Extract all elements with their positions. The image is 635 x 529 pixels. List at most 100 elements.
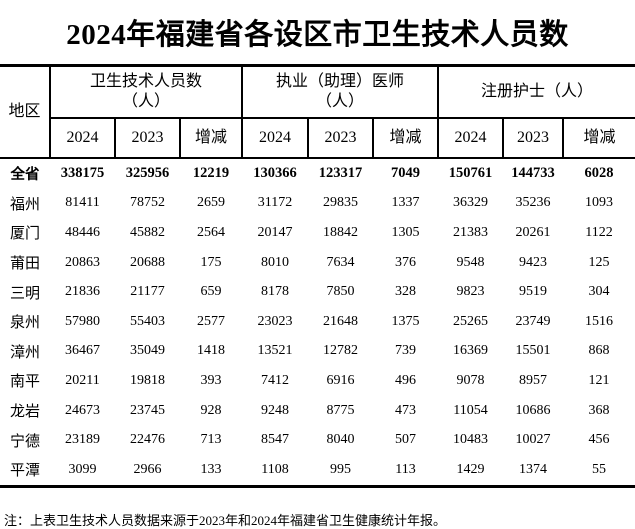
- data-cell: 393: [200, 372, 222, 388]
- data-cell: 9248: [261, 402, 290, 418]
- data-cell: 23749: [515, 313, 551, 329]
- data-cell: 21836: [65, 284, 100, 300]
- data-cell: 15501: [515, 343, 551, 359]
- data-cell: 9519: [519, 284, 548, 300]
- data-cell: 113: [395, 461, 416, 477]
- data-cell: 35236: [515, 195, 551, 211]
- data-cell: 12782: [323, 343, 359, 359]
- col-header-2023: 2023: [502, 117, 565, 159]
- data-cell: 9078: [456, 372, 485, 388]
- data-cell: 507: [395, 432, 417, 448]
- data-cell: 36467: [65, 343, 100, 359]
- data-cell: 376: [395, 254, 417, 270]
- data-cell: 11054: [453, 402, 488, 418]
- data-cell: 10686: [515, 402, 551, 418]
- table-row-longyan: 龙岩 24673 23745 928 9248 8775 473 11054 1…: [0, 396, 635, 426]
- data-cell: 20211: [65, 372, 100, 388]
- data-cell: 325956: [125, 165, 170, 182]
- data-cell: 1305: [391, 224, 420, 240]
- data-cell: 8775: [326, 402, 355, 418]
- data-cell: 133: [200, 461, 222, 477]
- data-cell: 20863: [65, 254, 100, 270]
- data-cell: 35049: [130, 343, 165, 359]
- region-cell: 福州: [9, 196, 40, 213]
- data-cell: 10027: [515, 432, 551, 448]
- data-cell: 739: [395, 343, 417, 359]
- data-cell: 2564: [197, 224, 225, 240]
- col-header-2023: 2023: [114, 117, 181, 159]
- data-cell: 23189: [65, 432, 100, 448]
- data-cell: 368: [588, 402, 610, 418]
- data-cell: 20261: [515, 224, 551, 240]
- data-cell: 9423: [519, 254, 548, 270]
- data-cell: 2659: [197, 195, 225, 211]
- data-cell: 150761: [448, 165, 493, 182]
- data-cell: 7850: [326, 284, 355, 300]
- table-row-province-total: 全省 338175 325956 12219 130366 123317 704…: [0, 158, 635, 189]
- group-header-physicians: 执业（助理）医师 （人）: [241, 65, 440, 119]
- data-cell: 9823: [456, 284, 485, 300]
- data-cell: 9548: [456, 254, 485, 270]
- data-cell: 48446: [65, 224, 100, 240]
- data-cell: 8178: [261, 284, 290, 300]
- data-cell: 81411: [65, 195, 100, 211]
- table-body: 全省 338175 325956 12219 130366 123317 704…: [0, 158, 635, 486]
- data-cell: 1337: [391, 195, 420, 211]
- table-row-sanming: 三明 21836 21177 659 8178 7850 328 9823 95…: [0, 277, 635, 307]
- data-cell: 57980: [65, 313, 100, 329]
- col-header-change: 增减: [562, 117, 635, 159]
- page-title: 2024年福建省各设区市卫生技术人员数: [66, 19, 569, 51]
- table-row-ningde: 宁德 23189 22476 713 8547 8040 507 10483 1…: [0, 425, 635, 455]
- data-cell: 338175: [60, 165, 105, 182]
- data-cell: 36329: [453, 195, 489, 211]
- data-cell: 12219: [192, 165, 230, 182]
- data-cell: 78752: [130, 195, 165, 211]
- data-cell: 1374: [519, 461, 548, 477]
- data-cell: 13521: [257, 343, 293, 359]
- data-cell: 3099: [68, 461, 97, 477]
- data-cell: 928: [200, 402, 222, 418]
- data-cell: 7634: [326, 254, 355, 270]
- table-row-zhangzhou: 漳州 36467 35049 1418 13521 12782 739 1636…: [0, 337, 635, 367]
- data-cell: 1429: [456, 461, 485, 477]
- data-cell: 1122: [585, 224, 613, 240]
- data-cell: 7049: [391, 165, 421, 182]
- data-cell: 6028: [584, 165, 614, 182]
- col-header-2023: 2023: [307, 117, 375, 159]
- data-cell: 1418: [197, 343, 225, 359]
- data-cell: 121: [588, 372, 610, 388]
- data-cell: 21177: [130, 284, 165, 300]
- table-row-xiamen: 厦门 48446 45882 2564 20147 18842 1305 213…: [0, 218, 635, 248]
- data-cell: 25265: [453, 313, 489, 329]
- data-cell: 7412: [261, 372, 290, 388]
- data-cell: 496: [395, 372, 417, 388]
- data-cell: 8957: [519, 372, 548, 388]
- table-row-putian: 莆田 20863 20688 175 8010 7634 376 9548 94…: [0, 248, 635, 278]
- data-cell: 16369: [453, 343, 489, 359]
- data-cell: 473: [395, 402, 417, 418]
- col-header-2024: 2024: [49, 117, 116, 159]
- data-cell: 144733: [511, 165, 555, 182]
- data-cell: 55: [592, 461, 607, 477]
- data-cell: 31172: [257, 195, 293, 211]
- data-cell: 22476: [130, 432, 165, 448]
- data-cell: 23745: [130, 402, 165, 418]
- data-cell: 175: [200, 254, 222, 270]
- data-table: 地区 卫生技术人员数 （人） 执业（助理）医师 （人） 注册护士（人） 2024…: [0, 64, 635, 488]
- data-cell: 130366: [253, 165, 297, 182]
- data-cell: 24673: [65, 402, 100, 418]
- table-row-pingtan: 平潭 3099 2966 133 1108 995 113 1429 1374 …: [0, 455, 635, 486]
- data-cell: 456: [588, 432, 610, 448]
- region-column-header: 地区: [0, 65, 51, 159]
- data-cell: 21383: [453, 224, 489, 240]
- table-row-quanzhou: 泉州 57980 55403 2577 23023 21648 1375 252…: [0, 307, 635, 337]
- data-cell: 868: [588, 343, 610, 359]
- group-header-row: 地区 卫生技术人员数 （人） 执业（助理）医师 （人） 注册护士（人）: [0, 65, 635, 159]
- data-cell: 123317: [318, 165, 363, 182]
- table-header: 地区 卫生技术人员数 （人） 执业（助理）医师 （人） 注册护士（人） 2024…: [0, 65, 635, 159]
- table-row-nanping: 南平 20211 19818 393 7412 6916 496 9078 89…: [0, 366, 635, 396]
- data-cell: 1108: [261, 461, 289, 477]
- data-cell: 1375: [391, 313, 420, 329]
- data-cell: 8040: [326, 432, 355, 448]
- data-cell: 304: [588, 284, 610, 300]
